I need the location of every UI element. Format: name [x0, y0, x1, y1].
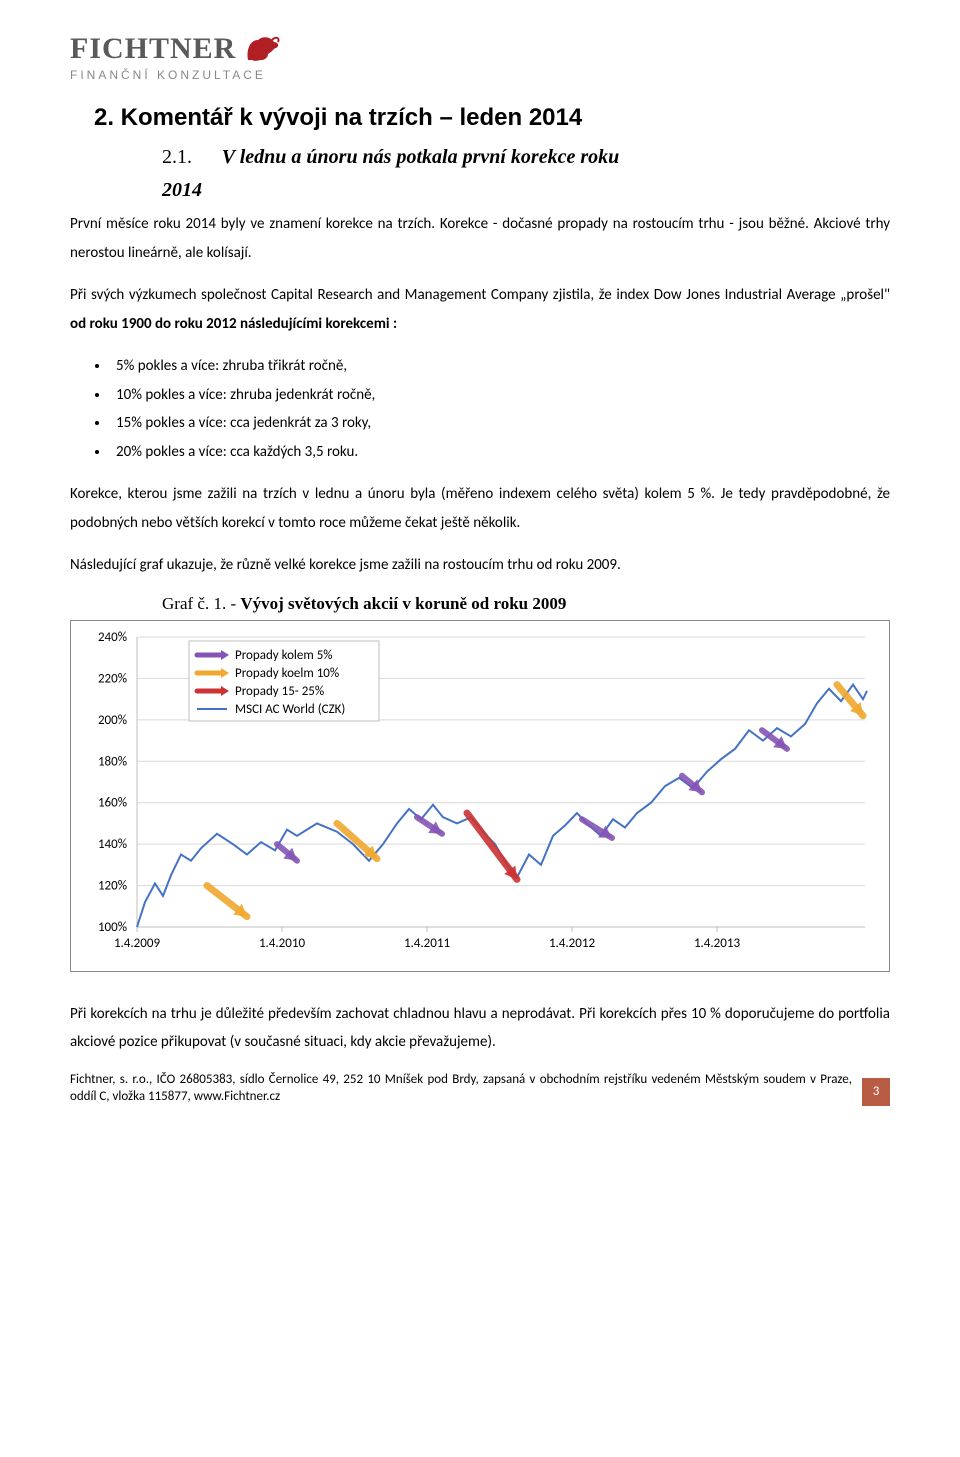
- svg-text:100%: 100%: [98, 920, 127, 935]
- svg-text:140%: 140%: [98, 837, 127, 852]
- subsection-title: V lednu a únoru nás potkala první korekc…: [222, 146, 620, 168]
- line-chart: 240% 220% 200% 180% 160% 140% 120% 100%1.4.2009…: [75, 627, 875, 967]
- paragraph-2: Při svých výzkumech společnost Capital R…: [70, 281, 890, 338]
- page-number: 3: [862, 1078, 890, 1106]
- bullet-item: 5% pokles a více: zhruba třikrát ročně,: [110, 352, 890, 381]
- company-logo: FICHTNER FINANČNÍ KONZULTACE: [70, 30, 890, 82]
- section-title: 2. Komentář k vývoji na trzích – leden 2…: [94, 104, 890, 132]
- chart-caption: Graf č. 1. - Vývoj světových akcií v kor…: [162, 594, 890, 614]
- svg-text:1.4.2012: 1.4.2012: [549, 936, 596, 951]
- paragraph-3: Korekce, kterou jsme zažili na trzích v …: [70, 480, 890, 537]
- footer-text: Fichtner, s. r.o., IČO 26805383, sídlo Č…: [70, 1071, 852, 1106]
- bull-icon: [242, 30, 282, 66]
- page-footer: Fichtner, s. r.o., IČO 26805383, sídlo Č…: [70, 1071, 890, 1106]
- svg-text:1.4.2011: 1.4.2011: [404, 936, 450, 951]
- correction-bullets: 5% pokles a více: zhruba třikrát ročně, …: [110, 352, 890, 466]
- svg-text:Propady kolem 5%: Propady kolem 5%: [235, 648, 333, 663]
- svg-text:1.4.2010: 1.4.2010: [259, 936, 306, 951]
- subsection-number: 2.1.: [162, 146, 192, 168]
- paragraph-2a: Při svých výzkumech společnost Capital R…: [70, 286, 890, 304]
- paragraph-1: První měsíce roku 2014 byly ve znamení k…: [70, 210, 890, 267]
- svg-text:160%: 160%: [98, 795, 127, 810]
- chart-caption-title: Vývoj světových akcií v koruně od roku 2…: [240, 594, 566, 613]
- svg-text:1.4.2013: 1.4.2013: [694, 936, 741, 951]
- svg-text:220%: 220%: [98, 671, 127, 686]
- paragraph-4: Následující graf ukazuje, že různě velké…: [70, 551, 890, 580]
- paragraph-2b: od roku 1900 do roku 2012 následujícími …: [70, 315, 397, 333]
- bullet-item: 15% pokles a více: cca jedenkrát za 3 ro…: [110, 409, 890, 438]
- bullet-item: 10% pokles a více: zhruba jedenkrát ročn…: [110, 381, 890, 410]
- paragraph-5: Při korekcích na trhu je důležité předev…: [70, 1000, 890, 1057]
- svg-text:240%: 240%: [98, 630, 127, 645]
- logo-brand-text: FICHTNER: [70, 32, 236, 66]
- chart-caption-prefix: Graf č. 1. -: [162, 594, 240, 613]
- svg-text:1.4.2009: 1.4.2009: [114, 936, 161, 951]
- bullet-item: 20% pokles a více: cca každých 3,5 roku.: [110, 438, 890, 467]
- svg-text:MSCI AC World (CZK): MSCI AC World (CZK): [235, 702, 345, 717]
- logo-tagline: FINANČNÍ KONZULTACE: [70, 68, 890, 82]
- svg-text:120%: 120%: [98, 878, 127, 893]
- subsection-heading: 2.1. V lednu a únoru nás potkala první k…: [162, 146, 890, 169]
- svg-text:200%: 200%: [98, 712, 127, 727]
- svg-text:Propady 15- 25%: Propady 15- 25%: [235, 684, 324, 699]
- svg-text:180%: 180%: [98, 754, 127, 769]
- subsection-year: 2014: [162, 179, 890, 202]
- chart-container: 240% 220% 200% 180% 160% 140% 120% 100%1.4.2009…: [70, 620, 890, 972]
- svg-text:Propady koelm 10%: Propady koelm 10%: [235, 666, 339, 681]
